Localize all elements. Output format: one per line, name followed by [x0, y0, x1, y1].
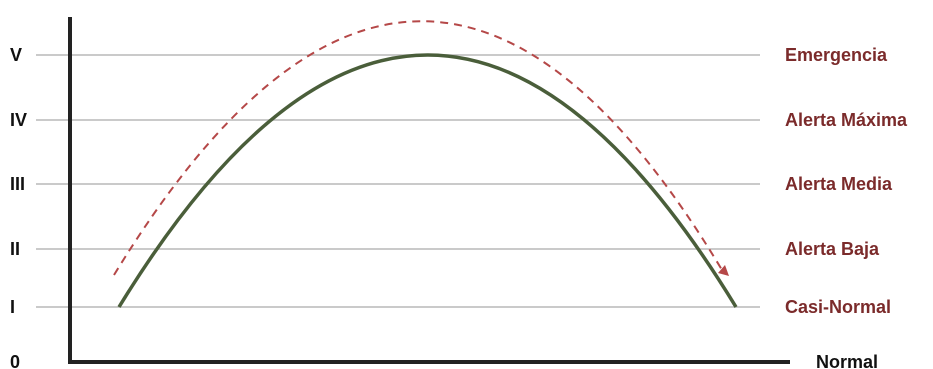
main-alert-curve: [117, 53, 738, 308]
roman-label-v: V: [10, 45, 22, 65]
level-label-casi-normal: Casi-Normal: [785, 297, 891, 317]
axes: [68, 17, 790, 364]
dashed-curve-arrowhead: [718, 265, 729, 276]
level-label-alerta-media: Alerta Media: [785, 174, 893, 194]
roman-label-ii: II: [10, 239, 20, 259]
roman-labels: V IV III II I 0: [10, 45, 27, 369]
dashed-trajectory-curve: [113, 20, 723, 276]
level-name-labels: Emergencia Alerta Máxima Alerta Media Al…: [785, 45, 908, 317]
origin-label: 0: [10, 352, 20, 369]
x-axis-end-label: Normal: [816, 352, 878, 369]
roman-label-iv: IV: [10, 110, 27, 130]
roman-label-iii: III: [10, 174, 25, 194]
level-label-alerta-baja: Alerta Baja: [785, 239, 880, 259]
level-label-alerta-maxima: Alerta Máxima: [785, 110, 908, 130]
level-label-emergencia: Emergencia: [785, 45, 888, 65]
roman-label-i: I: [10, 297, 15, 317]
